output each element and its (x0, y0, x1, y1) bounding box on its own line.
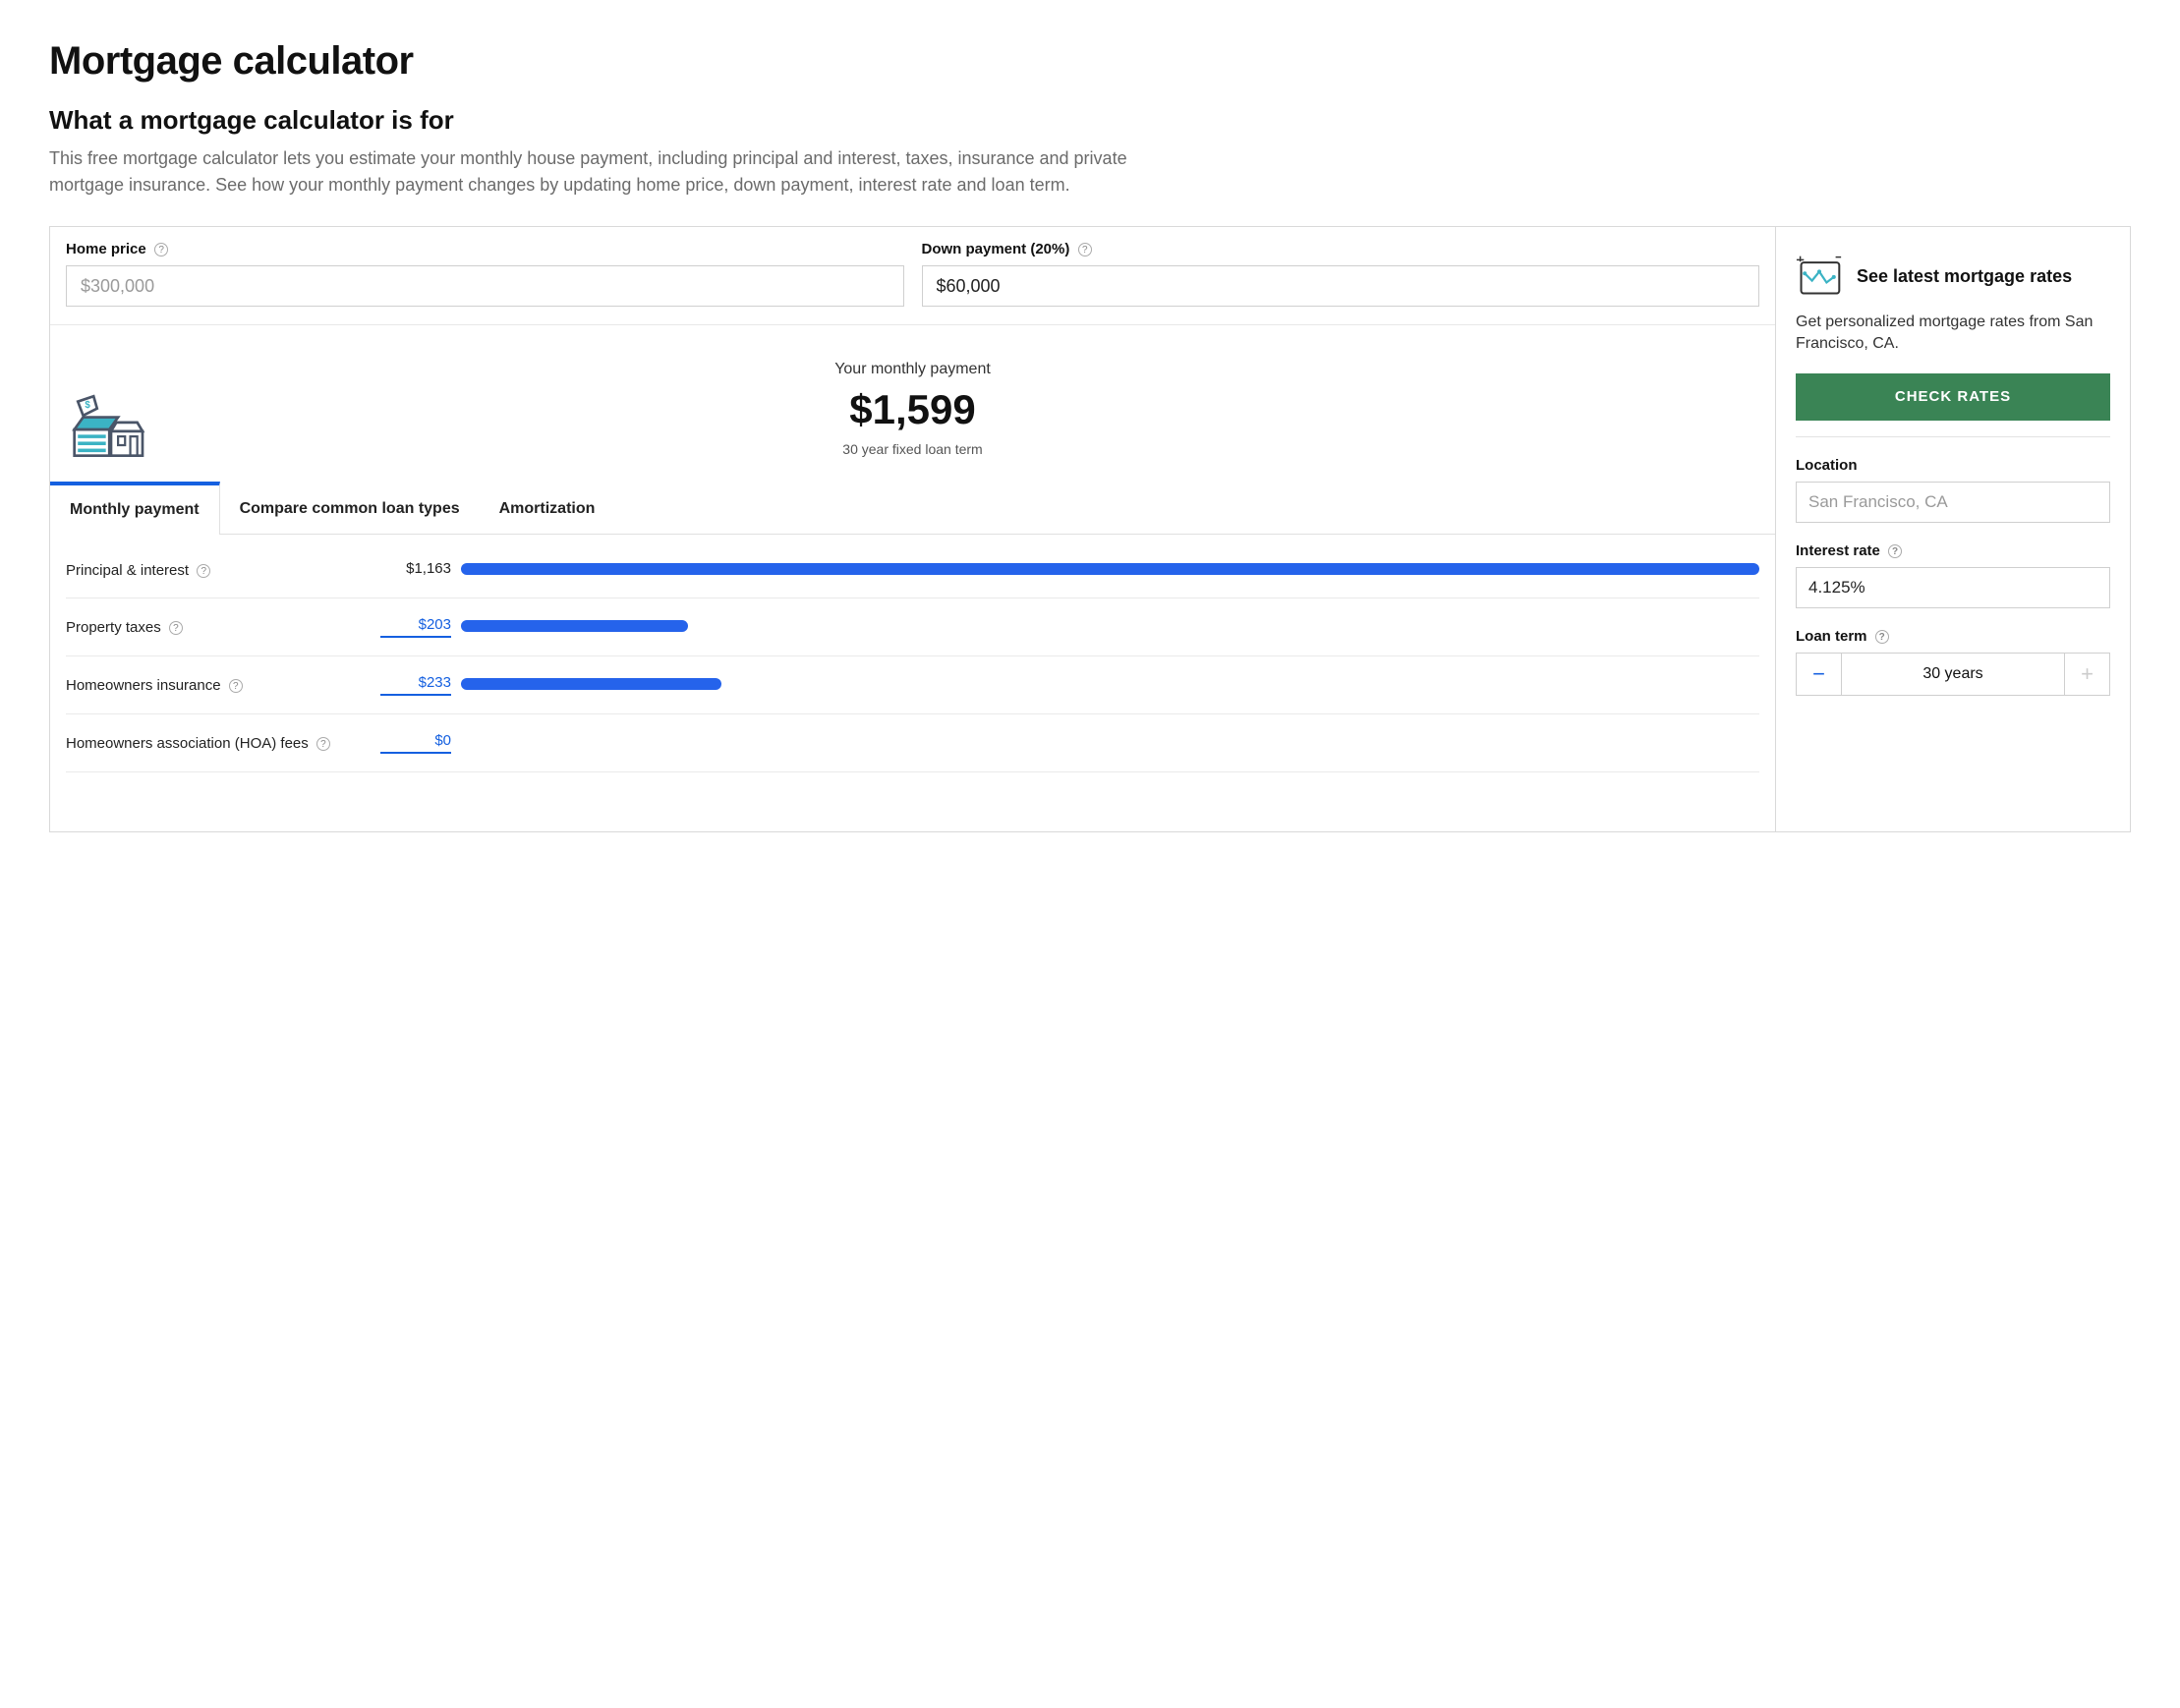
payment-summary: $ Your monthly payment $1,599 30 year fi… (50, 325, 1775, 481)
description: This free mortgage calculator lets you e… (49, 145, 1150, 199)
down-payment-input[interactable] (922, 265, 1760, 307)
tab-compare-common-loan-types[interactable]: Compare common loan types (220, 481, 480, 534)
bar-track (461, 620, 1759, 634)
help-icon[interactable]: ? (197, 564, 210, 578)
calculator-container: Home price ? Down payment (20%) ? (49, 226, 2131, 832)
bar-fill (461, 620, 688, 632)
location-label: Location (1796, 457, 2110, 474)
row-value[interactable]: $0 (380, 732, 451, 754)
breakdown-row: Property taxes ?$203 (66, 598, 1759, 656)
divider (1796, 436, 2110, 437)
tab-monthly-payment[interactable]: Monthly payment (50, 482, 220, 535)
row-value[interactable]: $203 (380, 616, 451, 638)
down-payment-block: Down payment (20%) ? (922, 241, 1760, 307)
bar-track (461, 678, 1759, 692)
subheading: What a mortgage calculator is for (49, 105, 2131, 136)
house-icon: $ (66, 382, 156, 461)
payment-breakdown: Principal & interest ?$1,163Property tax… (50, 535, 1775, 831)
page-title: Mortgage calculator (49, 39, 2131, 84)
loan-term-value: 30 years (1842, 654, 2064, 695)
help-icon[interactable]: ? (1888, 544, 1902, 558)
down-payment-label: Down payment (20%) (922, 241, 1070, 257)
decrement-button[interactable]: − (1797, 654, 1842, 695)
increment-button[interactable]: + (2064, 654, 2109, 695)
help-icon[interactable]: ? (1875, 630, 1889, 644)
bar-fill (461, 678, 721, 690)
help-icon[interactable]: ? (1078, 243, 1092, 256)
breakdown-row: Homeowners insurance ?$233 (66, 656, 1759, 714)
help-icon[interactable]: ? (169, 621, 183, 635)
row-label: Property taxes ? (66, 619, 380, 636)
home-price-label: Home price (66, 241, 146, 257)
right-column: See latest mortgage rates Get personaliz… (1776, 227, 2130, 831)
row-value: $1,163 (380, 560, 451, 580)
home-price-input[interactable] (66, 265, 904, 307)
help-icon[interactable]: ? (229, 679, 243, 693)
home-price-block: Home price ? (66, 241, 904, 307)
bar-fill (461, 563, 1759, 575)
interest-rate-label: Interest rate ? (1796, 542, 2110, 559)
chart-icon (1796, 255, 1843, 298)
monthly-payment-label: Your monthly payment (66, 361, 1759, 378)
row-label: Homeowners association (HOA) fees ? (66, 735, 380, 752)
location-input[interactable] (1796, 482, 2110, 523)
breakdown-row: Principal & interest ?$1,163 (66, 542, 1759, 598)
row-value[interactable]: $233 (380, 674, 451, 696)
rates-subtext: Get personalized mortgage rates from San… (1796, 312, 2110, 356)
loan-term-subtext: 30 year fixed loan term (66, 441, 1759, 457)
breakdown-row: Homeowners association (HOA) fees ?$0 (66, 714, 1759, 772)
check-rates-button[interactable]: CHECK RATES (1796, 373, 2110, 421)
row-label: Principal & interest ? (66, 562, 380, 579)
loan-term-stepper: − 30 years + (1796, 653, 2110, 696)
tab-amortization[interactable]: Amortization (480, 481, 615, 534)
monthly-payment-amount: $1,599 (66, 386, 1759, 433)
top-inputs-row: Home price ? Down payment (20%) ? (50, 227, 1775, 325)
interest-rate-input[interactable] (1796, 567, 2110, 608)
loan-term-label: Loan term ? (1796, 628, 2110, 645)
help-icon[interactable]: ? (316, 737, 330, 751)
rates-header: See latest mortgage rates (1796, 255, 2110, 298)
tabs: Monthly paymentCompare common loan types… (50, 481, 1775, 535)
left-column: Home price ? Down payment (20%) ? (50, 227, 1776, 831)
help-icon[interactable]: ? (154, 243, 168, 256)
rates-title: See latest mortgage rates (1857, 266, 2072, 287)
bar-track (461, 736, 1759, 750)
row-label: Homeowners insurance ? (66, 677, 380, 694)
svg-text:$: $ (85, 400, 90, 411)
bar-track (461, 563, 1759, 577)
